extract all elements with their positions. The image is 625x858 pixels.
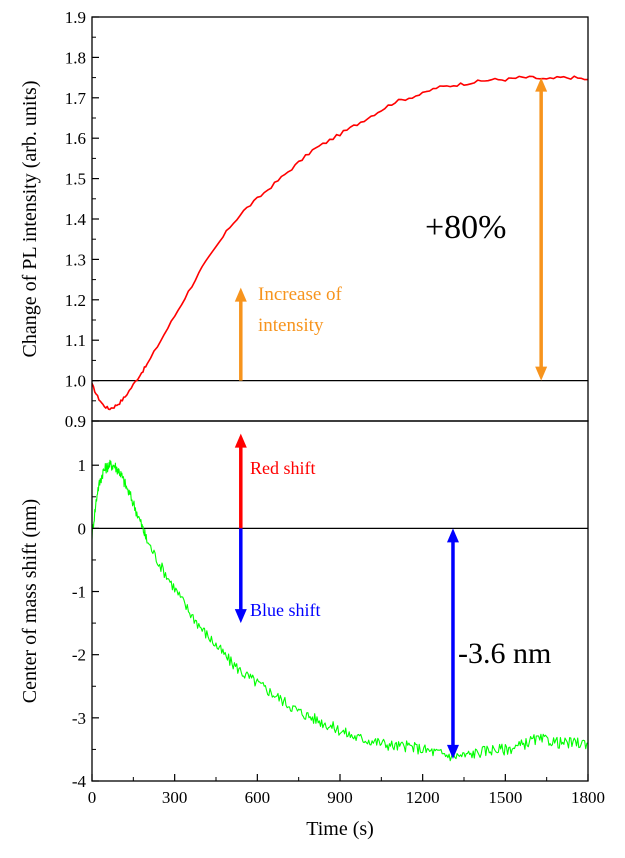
top-y-tick-label: 1.4 xyxy=(65,210,87,229)
top-y-tick-label: 1.1 xyxy=(65,331,86,350)
annotation-red-shift: Red shift xyxy=(250,458,316,478)
top-panel: Increase of intensity +80% 0.9 1.0 1.1 1.2 1… xyxy=(19,8,589,431)
top-y-ticks: 0.9 1.0 1.1 1.2 1.3 1.4 1.5 1.6 1.7 1.8 1.9 xyxy=(65,8,99,431)
x-tick-label: 1200 xyxy=(406,788,440,807)
annotation-increase-line1: Increase of xyxy=(258,284,343,305)
top-y-tick-label: 1.9 xyxy=(65,8,86,27)
bot-arrow-2-head-start xyxy=(446,528,459,543)
top-y-tick-label: 1.8 xyxy=(65,48,86,67)
bottom-panel: Red shift Blue shift -3.6 nm -4-3-2-101 … xyxy=(19,420,605,840)
annotation-minus-3-6nm: -3.6 nm xyxy=(458,637,551,670)
top-y-tick-label: 1.7 xyxy=(65,89,87,108)
top-y-axis-title: Change of PL intensity (arb. units) xyxy=(19,81,41,358)
top-series-line xyxy=(92,75,588,411)
bot-y-tick-label: -4 xyxy=(72,772,87,791)
bot-arrow-1-head xyxy=(234,609,247,624)
top-y-tick-label: 1.2 xyxy=(65,291,86,310)
top-arrow-0-head xyxy=(234,287,247,302)
bot-arrow-0-head xyxy=(234,433,247,448)
bot-y-tick-label: 0 xyxy=(78,519,87,538)
bottom-x-ticks: 0 300 600 900 1200 1500 1800 xyxy=(88,774,605,807)
bottom-arrows xyxy=(234,433,459,759)
x-tick-label: 1800 xyxy=(571,788,605,807)
x-axis-title: Time (s) xyxy=(306,818,374,840)
bot-y-tick-label: -3 xyxy=(72,709,86,728)
bot-series-line xyxy=(92,459,588,762)
x-tick-label: 300 xyxy=(162,788,188,807)
bot-arrow-2-head-end xyxy=(446,744,459,759)
x-tick-label: 900 xyxy=(327,788,353,807)
bot-y-tick-label: -2 xyxy=(72,646,86,665)
bottom-plot-frame xyxy=(91,420,589,782)
top-y-tick-label: 1.6 xyxy=(65,129,86,148)
top-y-tick-label: 1.3 xyxy=(65,250,86,269)
top-arrow-1-head-end xyxy=(535,77,548,92)
bot-y-tick-label: 1 xyxy=(78,456,87,475)
top-y-tick-label: 0.9 xyxy=(65,412,86,431)
bottom-y-axis-title: Center of mass shift (nm) xyxy=(19,499,41,703)
annotation-increase-line2: intensity xyxy=(258,315,324,336)
bottom-series xyxy=(92,459,588,762)
x-tick-label: 600 xyxy=(245,788,271,807)
annotation-plus-80: +80% xyxy=(425,209,507,246)
bottom-y-ticks: -4 -3 -2 -1 0 1 xyxy=(72,456,99,791)
top-arrows xyxy=(234,77,548,381)
annotation-blue-shift: Blue shift xyxy=(250,600,321,620)
top-arrow-1-head-start xyxy=(535,366,548,381)
x-tick-label: 1500 xyxy=(488,788,522,807)
top-series xyxy=(92,75,588,411)
top-y-tick-label: 1.0 xyxy=(65,372,86,391)
top-y-tick-label: 1.5 xyxy=(65,170,86,189)
bot-y-tick-label: -1 xyxy=(72,583,86,602)
x-tick-label: 0 xyxy=(88,788,97,807)
